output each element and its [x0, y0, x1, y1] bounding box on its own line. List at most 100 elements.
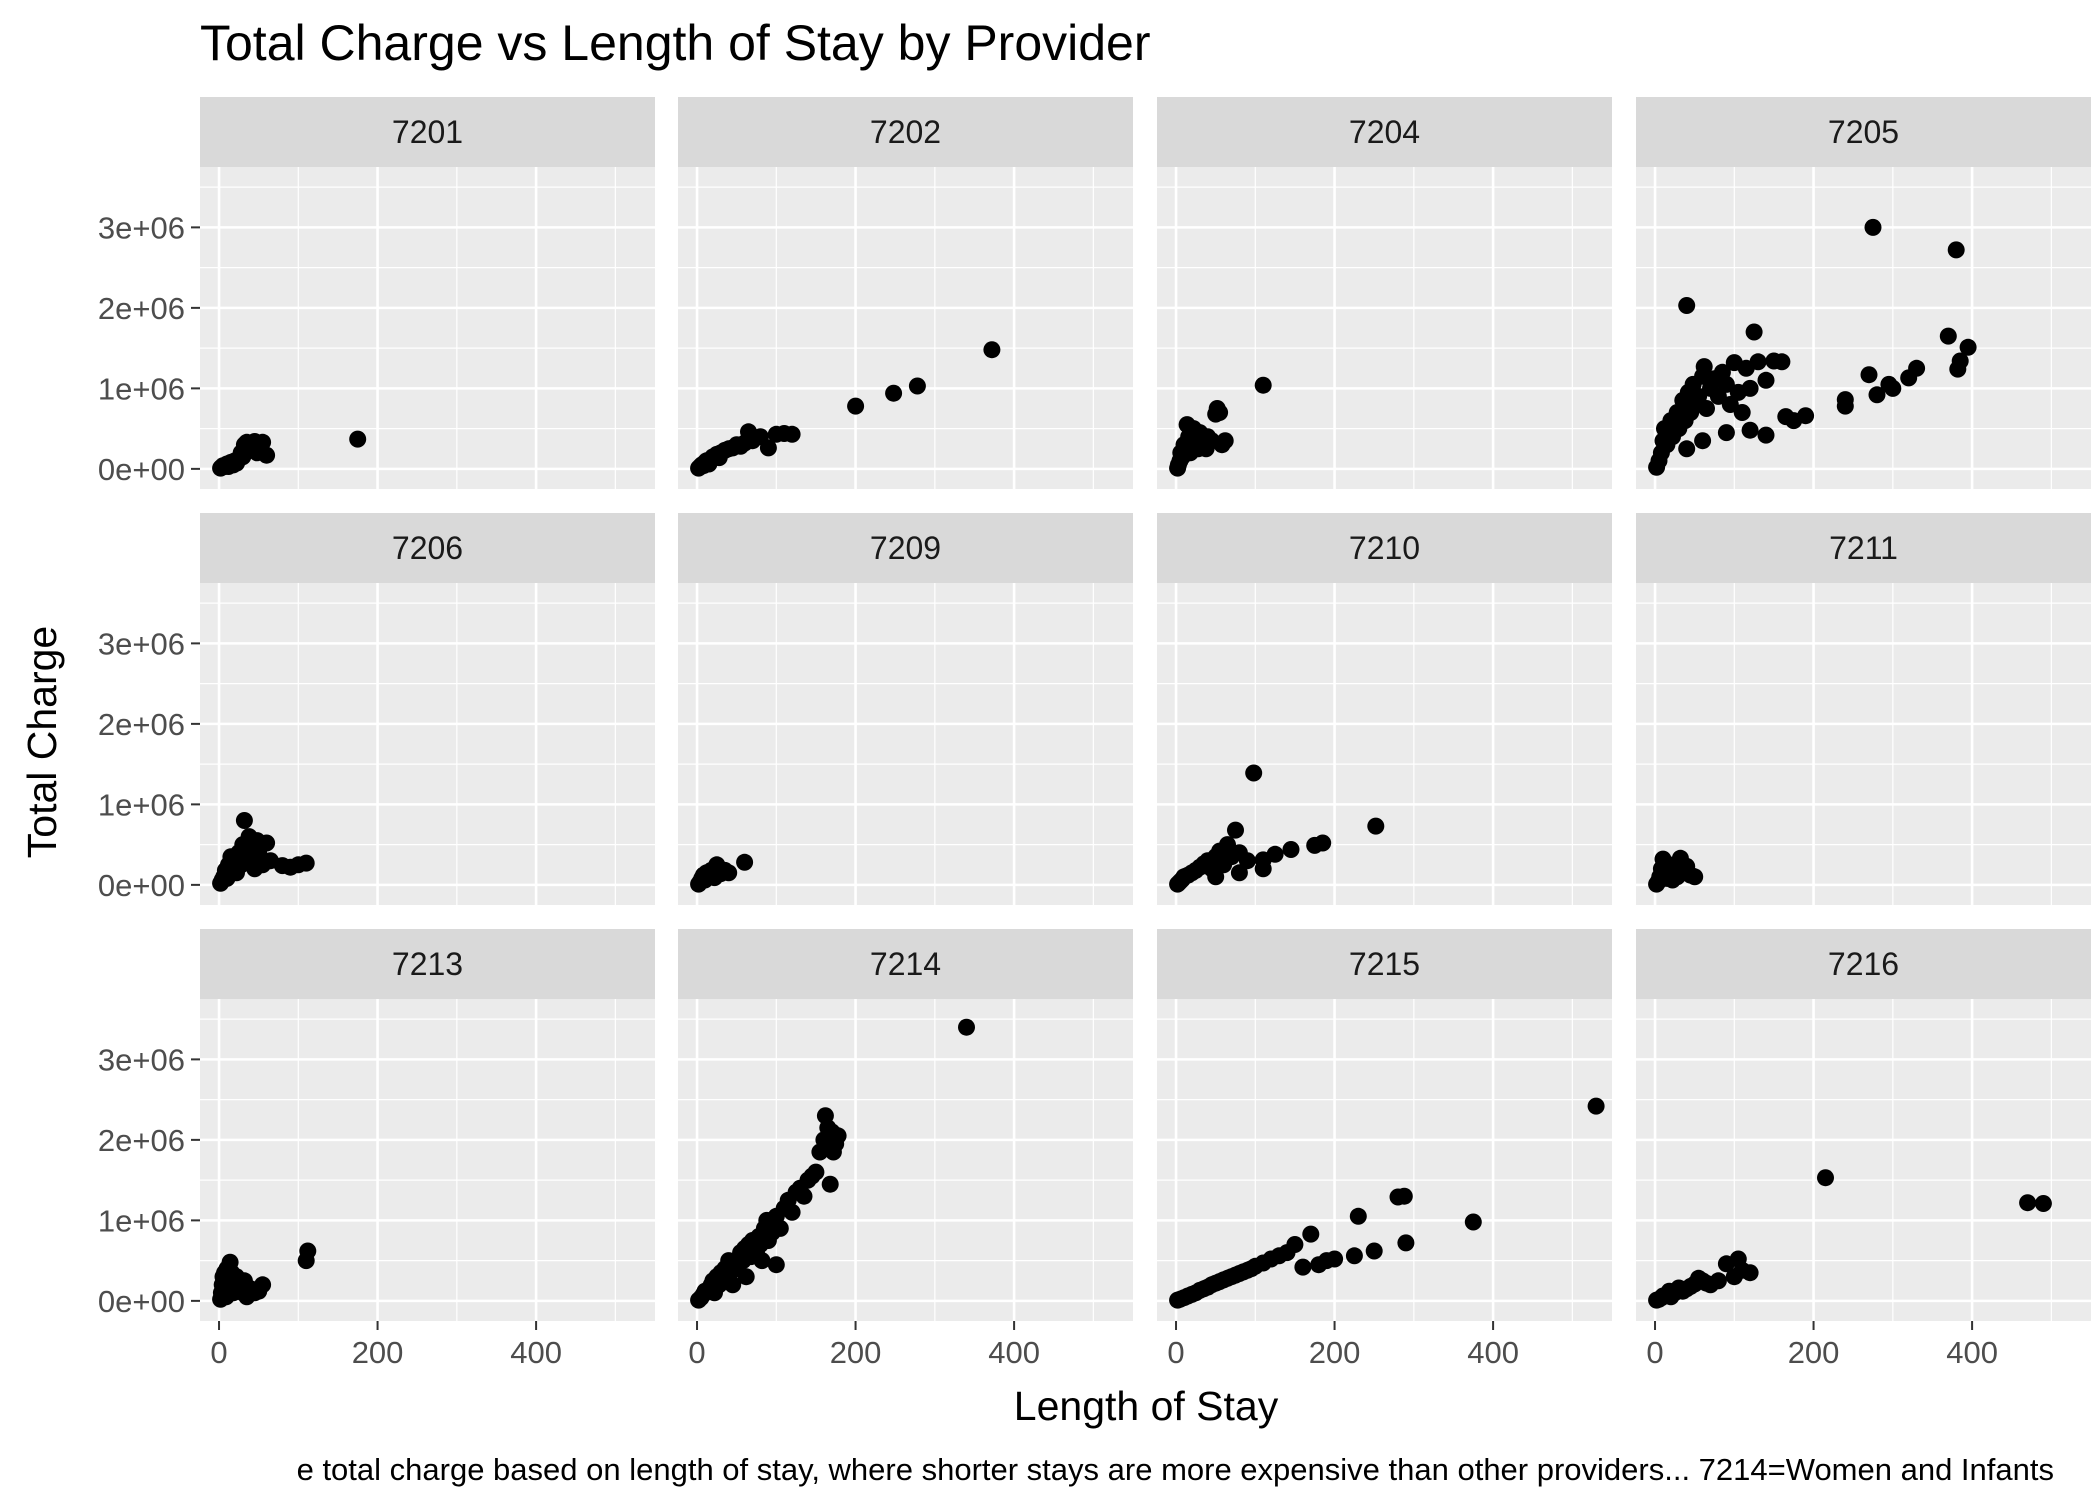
- facet-strip-label: 7202: [870, 114, 941, 150]
- x-tick-label: 400: [510, 1335, 562, 1370]
- facet-panel-7204: 7204: [1157, 97, 1612, 489]
- y-tick-label: 2e+06: [98, 291, 185, 326]
- data-point: [297, 854, 315, 872]
- data-point: [821, 1175, 839, 1193]
- data-point: [1745, 323, 1763, 341]
- facet-panel-7210: 7210: [1157, 513, 1612, 905]
- panel-background: [1636, 583, 2091, 905]
- data-point: [829, 1127, 847, 1145]
- data-point: [2019, 1194, 2037, 1212]
- data-point: [1395, 1187, 1413, 1205]
- facet-panel-7211: 7211: [1636, 513, 2091, 905]
- facet-strip-label: 7215: [1349, 946, 1420, 982]
- data-point: [783, 425, 801, 443]
- data-point: [1797, 407, 1815, 425]
- data-point: [1773, 353, 1791, 371]
- facet-strip: [1157, 513, 1612, 583]
- facet-strip: [678, 929, 1133, 999]
- data-point: [1908, 359, 1926, 377]
- y-tick-label: 1e+06: [98, 1203, 185, 1238]
- data-point: [1698, 400, 1715, 417]
- data-point: [767, 1256, 785, 1274]
- data-point: [349, 430, 367, 448]
- y-tick-label: 2e+06: [98, 707, 185, 742]
- facet-strip-label: 7206: [392, 530, 463, 566]
- data-point: [1464, 1213, 1482, 1231]
- data-point: [771, 1219, 789, 1237]
- facet-strip: [200, 513, 655, 583]
- data-point: [1326, 1250, 1344, 1268]
- data-point: [1230, 864, 1248, 882]
- data-point: [1694, 432, 1712, 450]
- y-tick-label: 1e+06: [98, 371, 185, 406]
- facet-panel-7201: 7201 0e+00 1e+06 2e+06 3e+06: [98, 97, 655, 489]
- data-point: [1939, 327, 1957, 345]
- facet-panel-7216: 7216 0 200 400: [1636, 929, 2091, 1370]
- panel-background: [1157, 167, 1612, 489]
- chart-caption: e total charge based on length of stay, …: [297, 1452, 2054, 1487]
- data-point: [908, 377, 926, 395]
- facet-strip-label: 7211: [1829, 530, 1898, 566]
- y-tick-label: 2e+06: [98, 1123, 185, 1158]
- facet-panel-7202: 7202: [678, 97, 1133, 489]
- data-point: [847, 397, 865, 415]
- data-point: [1717, 424, 1735, 442]
- data-point: [1868, 386, 1886, 404]
- facet-grid: 7201 0e+00 1e+06 2e+06 3e+06 7202 7204 7205 7206…: [98, 97, 2091, 1370]
- data-point: [1245, 764, 1263, 782]
- facet-strip-label: 7204: [1349, 114, 1420, 150]
- data-point: [1345, 1247, 1363, 1265]
- data-point: [1947, 241, 1965, 259]
- facet-panel-7206: 7206 0e+00 1e+06 2e+06 3e+06: [98, 513, 655, 905]
- data-point: [1678, 440, 1696, 458]
- data-point: [720, 864, 738, 882]
- data-point: [1314, 834, 1332, 852]
- panel-background: [1636, 999, 2091, 1321]
- data-point: [1864, 218, 1882, 236]
- data-point: [1266, 845, 1284, 863]
- data-point: [1860, 366, 1878, 384]
- data-point: [1587, 1097, 1605, 1115]
- data-point: [1254, 860, 1272, 878]
- x-tick-label: 400: [1946, 1335, 1998, 1370]
- x-tick-label: 0: [210, 1335, 227, 1370]
- data-point: [1709, 387, 1727, 405]
- data-point: [254, 1276, 272, 1294]
- data-point: [795, 1187, 813, 1205]
- x-tick-label: 200: [1309, 1335, 1361, 1370]
- data-point: [1397, 1234, 1415, 1252]
- facet-panel-7205: 7205: [1636, 97, 2091, 489]
- data-point: [235, 812, 253, 829]
- facet-panel-7209: 7209: [678, 513, 1133, 905]
- x-tick-label: 200: [1788, 1335, 1840, 1370]
- data-point: [1690, 387, 1708, 405]
- facet-strip: [1636, 929, 2091, 999]
- x-tick-label: 0: [1167, 1335, 1184, 1370]
- data-point: [1817, 1169, 1834, 1187]
- data-point: [299, 1242, 317, 1260]
- data-point: [1238, 852, 1256, 870]
- data-point: [737, 1268, 755, 1286]
- y-axis-title: Total Charge: [19, 626, 65, 858]
- data-point: [783, 1203, 801, 1221]
- x-tick-label: 200: [352, 1335, 404, 1370]
- y-tick-label: 0e+00: [98, 452, 185, 487]
- data-point: [1709, 1272, 1727, 1290]
- facet-strip: [200, 97, 655, 167]
- facet-strip-label: 7213: [392, 946, 463, 982]
- data-point: [885, 384, 903, 402]
- data-point: [724, 1276, 742, 1294]
- x-tick-label: 0: [1646, 1335, 1663, 1370]
- x-tick-label: 400: [988, 1335, 1040, 1370]
- chart-title: Total Charge vs Length of Stay by Provid…: [200, 15, 1151, 71]
- facet-strip-label: 7205: [1828, 114, 1899, 150]
- data-point: [258, 446, 276, 464]
- y-tick-label: 3e+06: [98, 626, 185, 661]
- data-point: [1741, 421, 1759, 439]
- data-point: [1207, 868, 1225, 886]
- y-tick-label: 3e+06: [98, 1042, 185, 1077]
- data-point: [1282, 841, 1300, 858]
- panel-background: [200, 167, 655, 489]
- data-point: [1749, 353, 1767, 371]
